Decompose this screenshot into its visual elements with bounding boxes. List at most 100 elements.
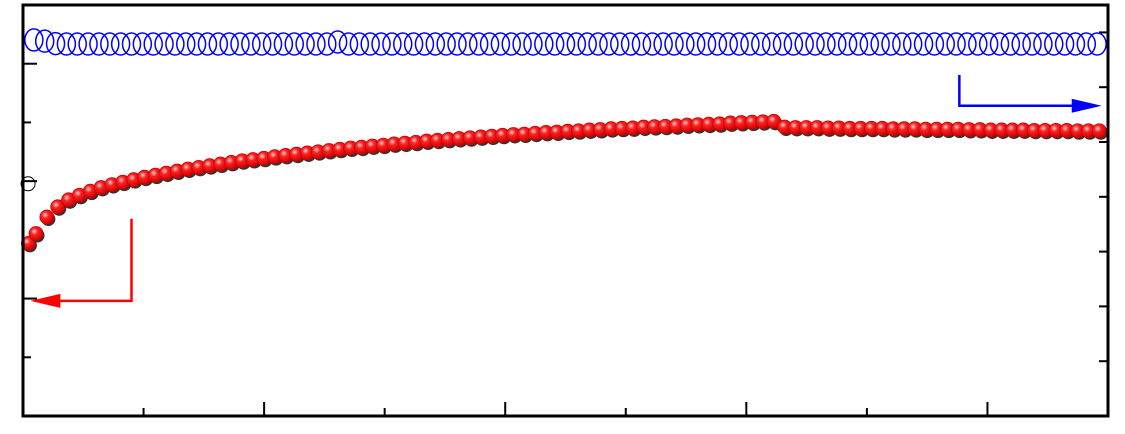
stray-point — [20, 176, 36, 192]
data-point — [110, 32, 131, 56]
left-axis-arrow-head — [30, 293, 61, 308]
data-point — [1044, 32, 1064, 56]
data-point — [772, 32, 793, 56]
data-point — [251, 32, 272, 56]
data-point — [870, 32, 890, 56]
data-point — [100, 32, 120, 56]
data-point — [241, 32, 261, 56]
data-point — [197, 32, 218, 56]
data-point — [718, 32, 738, 56]
data-point — [599, 32, 619, 56]
data-point — [349, 32, 370, 56]
right-axis-series — [24, 28, 1107, 56]
data-point — [50, 199, 66, 215]
data-point — [935, 32, 955, 56]
data-point — [143, 32, 163, 56]
data-point — [468, 32, 489, 56]
data-point — [39, 209, 55, 225]
data-point — [968, 32, 988, 56]
data-point — [827, 32, 847, 56]
data-point — [317, 32, 337, 56]
data-point — [501, 32, 521, 56]
data-point — [436, 32, 456, 56]
data-point — [610, 32, 630, 56]
data-point — [664, 32, 684, 56]
data-point — [1011, 32, 1031, 56]
data-point — [892, 32, 912, 56]
data-point — [642, 32, 663, 56]
right-axis-arrow-line — [958, 74, 1092, 107]
data-point — [24, 28, 44, 52]
data-point — [848, 32, 869, 56]
data-point — [620, 32, 641, 56]
data-point — [295, 32, 315, 56]
right-axis-arrow-head — [1071, 98, 1102, 113]
data-point — [338, 32, 359, 56]
data-point — [45, 31, 66, 56]
data-point — [327, 30, 348, 54]
data-point — [924, 32, 945, 56]
data-point — [1000, 32, 1021, 56]
data-point — [729, 32, 749, 56]
data-point — [989, 32, 1010, 56]
data-point — [219, 32, 239, 56]
data-point — [740, 32, 760, 56]
data-point — [816, 32, 836, 56]
data-point — [490, 32, 511, 56]
data-point — [805, 32, 825, 56]
data-point — [425, 32, 446, 56]
data-point — [208, 32, 229, 56]
data-point — [154, 32, 174, 56]
data-point — [1076, 32, 1097, 56]
data-point — [1022, 32, 1042, 56]
data-point — [544, 32, 565, 56]
data-point — [1065, 32, 1086, 56]
data-point — [902, 32, 923, 56]
data-point — [132, 32, 153, 56]
data-point — [121, 32, 142, 56]
data-point — [653, 32, 673, 56]
data-point — [447, 32, 467, 56]
data-point — [479, 32, 500, 56]
data-point — [631, 32, 652, 56]
data-point — [555, 32, 576, 56]
data-point — [284, 32, 304, 56]
data-point — [176, 32, 196, 56]
data-point — [577, 32, 597, 56]
data-point — [696, 32, 717, 56]
left-axis-series — [21, 113, 1108, 253]
plot-frame — [21, 3, 1110, 418]
data-point — [230, 32, 250, 56]
data-point — [28, 226, 44, 241]
data-point — [946, 32, 966, 56]
data-point — [881, 32, 901, 56]
data-point — [262, 32, 283, 56]
data-point — [534, 32, 554, 56]
data-point — [21, 235, 36, 251]
data-point — [414, 32, 435, 56]
data-point — [512, 32, 532, 56]
data-point — [837, 32, 858, 56]
axis-ticks — [22, 4, 1109, 416]
data-point — [783, 32, 804, 56]
data-point — [1054, 32, 1075, 56]
data-point — [393, 32, 413, 56]
data-point — [306, 32, 326, 56]
data-point — [675, 32, 695, 56]
data-point — [957, 32, 977, 56]
data-point — [523, 32, 543, 56]
data-point — [566, 32, 587, 56]
data-point — [165, 32, 185, 56]
data-point — [707, 32, 728, 56]
data-point — [458, 32, 478, 56]
data-point — [371, 32, 391, 56]
data-point — [273, 32, 294, 56]
data-point — [794, 32, 814, 56]
annotations — [30, 74, 1102, 308]
data-point — [1087, 32, 1107, 56]
left-axis-arrow-line — [40, 218, 133, 303]
data-point — [761, 32, 782, 56]
data-point — [978, 32, 999, 56]
data-point — [89, 32, 109, 56]
